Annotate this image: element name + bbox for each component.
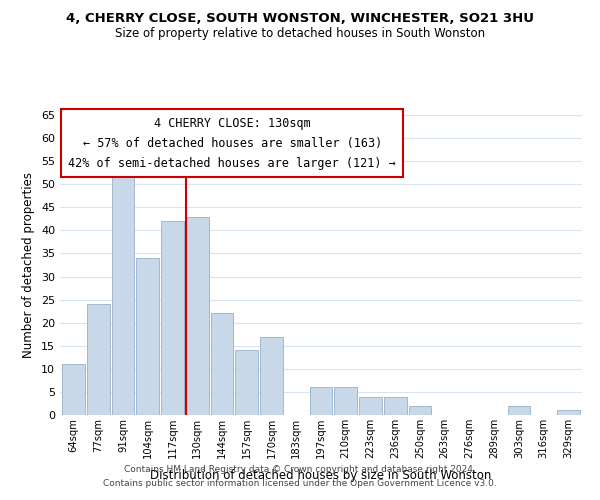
Text: Contains HM Land Registry data © Crown copyright and database right 2024.
Contai: Contains HM Land Registry data © Crown c… <box>103 466 497 487</box>
Text: 4, CHERRY CLOSE, SOUTH WONSTON, WINCHESTER, SO21 3HU: 4, CHERRY CLOSE, SOUTH WONSTON, WINCHEST… <box>66 12 534 26</box>
Bar <box>508 406 530 415</box>
Y-axis label: Number of detached properties: Number of detached properties <box>22 172 35 358</box>
Bar <box>409 406 431 415</box>
Bar <box>87 304 110 415</box>
Text: 4 CHERRY CLOSE: 130sqm
← 57% of detached houses are smaller (163)
42% of semi-de: 4 CHERRY CLOSE: 130sqm ← 57% of detached… <box>68 116 396 170</box>
Bar <box>235 350 258 415</box>
Bar <box>557 410 580 415</box>
Bar <box>334 388 357 415</box>
Bar <box>359 396 382 415</box>
Bar <box>260 336 283 415</box>
Bar <box>62 364 85 415</box>
Text: Size of property relative to detached houses in South Wonston: Size of property relative to detached ho… <box>115 28 485 40</box>
Bar <box>136 258 159 415</box>
Bar <box>211 314 233 415</box>
Bar <box>186 216 209 415</box>
Bar <box>310 388 332 415</box>
Bar <box>384 396 407 415</box>
Bar <box>112 166 134 415</box>
X-axis label: Distribution of detached houses by size in South Wonston: Distribution of detached houses by size … <box>151 470 491 482</box>
Bar <box>161 221 184 415</box>
